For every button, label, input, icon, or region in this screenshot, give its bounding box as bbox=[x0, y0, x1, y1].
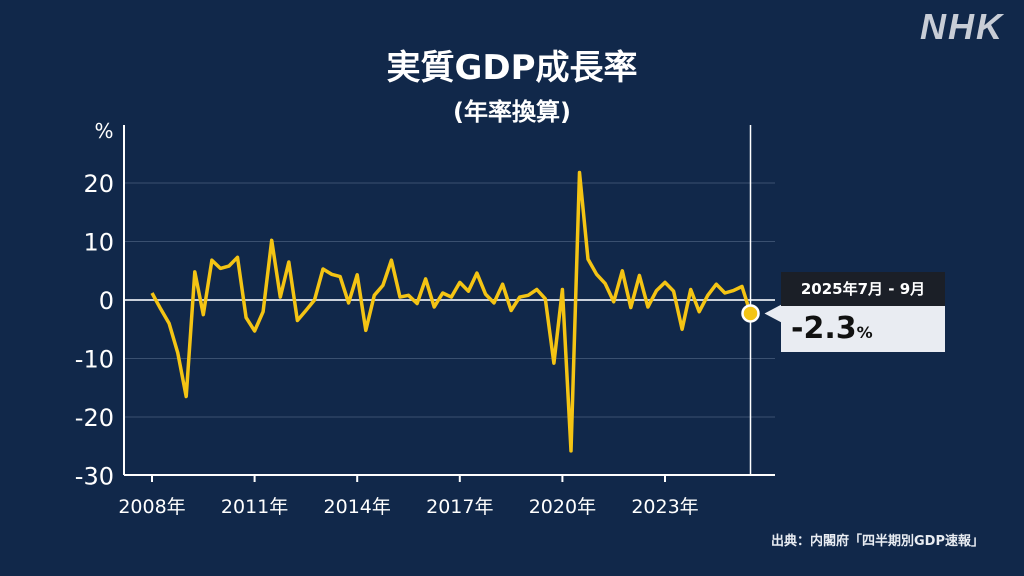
x-tick-label: 2023年 bbox=[631, 496, 698, 518]
y-axis-unit-label: % bbox=[94, 119, 113, 143]
y-tick-label: -30 bbox=[75, 463, 114, 491]
callout-date-label: 2025年7月 - 9月 bbox=[781, 272, 945, 306]
x-tick-label: 2020年 bbox=[529, 496, 596, 518]
y-tick-label: -10 bbox=[75, 346, 114, 374]
x-tick-label: 2017年 bbox=[426, 496, 493, 518]
nhk-logo: NHK bbox=[920, 6, 1004, 47]
source-note: 出典：内閣府「四半期別GDP速報」 bbox=[771, 534, 984, 549]
y-tick-label: 10 bbox=[83, 229, 114, 257]
y-tick-label: 20 bbox=[83, 170, 114, 198]
x-tick-label: 2014年 bbox=[324, 496, 391, 518]
x-tick-label: 2008年 bbox=[118, 496, 185, 518]
gdp-series-line bbox=[150, 170, 753, 453]
y-tick-label: -20 bbox=[75, 404, 114, 432]
callout-value: -2.3 bbox=[791, 311, 857, 346]
callout-pointer bbox=[764, 304, 782, 323]
chart-title: 実質GDP成長率 bbox=[386, 48, 638, 88]
callout-unit: % bbox=[856, 323, 873, 342]
y-tick-label: 0 bbox=[99, 287, 114, 315]
x-tick-label: 2011年 bbox=[221, 496, 288, 518]
callout-value-box: -2.3% bbox=[781, 306, 945, 352]
chart-subtitle: (年率換算) bbox=[453, 98, 571, 126]
latest-data-point bbox=[741, 304, 760, 323]
